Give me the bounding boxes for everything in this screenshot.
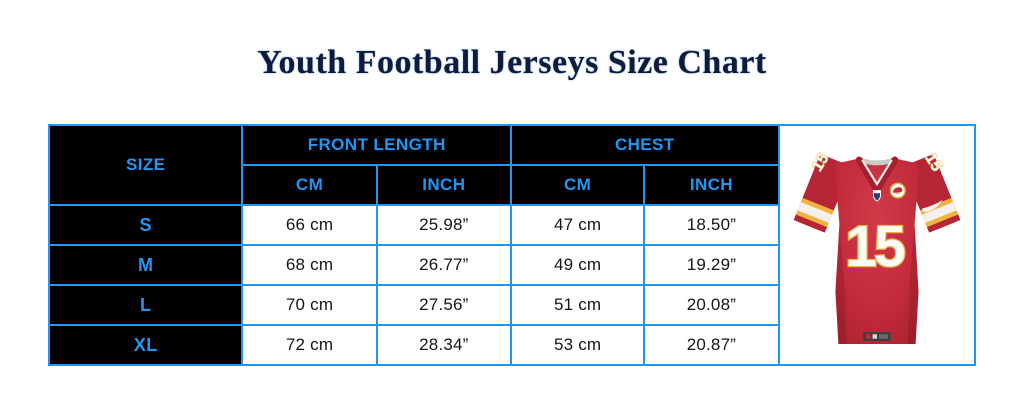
header-chest: CHEST: [509, 124, 780, 166]
size-label: S: [47, 204, 244, 246]
table-row-m: M 68 cm 26.77” 49 cm 19.29”: [47, 244, 975, 286]
front-length-cm-value: 66 cm: [241, 204, 378, 246]
header-front-length: FRONT LENGTH: [241, 124, 512, 166]
chest-cm-value: 49 cm: [509, 244, 646, 286]
chest-inch-value: 18.50”: [643, 204, 780, 246]
front-length-cm-value: 70 cm: [241, 284, 378, 326]
jersey-illustration: 15 15 15: [793, 149, 961, 344]
chest-cm-value: 51 cm: [509, 284, 646, 326]
size-label: M: [47, 244, 244, 286]
front-length-inch-value: 28.34”: [375, 324, 512, 366]
jersey-product-image: 15 15 15: [777, 124, 977, 366]
jersey-v-neck: [855, 155, 899, 196]
header-row-units: CM INCH CM INCH: [49, 164, 975, 206]
table-row-xl: XL 72 cm 28.34” 53 cm 20.87”: [47, 324, 975, 366]
header-chest-cm: CM: [509, 164, 646, 206]
team-patch-icon: [889, 182, 906, 199]
chest-cm-value: 53 cm: [509, 324, 646, 366]
jersey-chest-number: 15: [845, 214, 905, 278]
table-row-l: L 70 cm 27.56” 51 cm 20.08”: [47, 284, 975, 326]
front-length-cm-value: 68 cm: [241, 244, 378, 286]
size-label: L: [47, 284, 244, 326]
front-length-cm-value: 72 cm: [241, 324, 378, 366]
header-size: SIZE: [47, 124, 244, 206]
front-length-inch-value: 25.98”: [375, 204, 512, 246]
header-row-groups: SIZE FRONT LENGTH CHEST: [47, 124, 977, 366]
nike-swoosh-icon: [921, 199, 943, 212]
chest-inch-value: 19.29”: [643, 244, 780, 286]
jersey-jock-tag: [862, 331, 891, 341]
header-front-cm: CM: [241, 164, 378, 206]
header-front-inch: INCH: [375, 164, 512, 206]
chest-cm-value: 47 cm: [509, 204, 646, 246]
page-title: Youth Football Jerseys Size Chart: [257, 44, 767, 81]
jersey-back-collar: [858, 156, 895, 165]
jersey-body: [834, 158, 920, 344]
chest-inch-value: 20.87”: [643, 324, 780, 366]
size-label: XL: [47, 324, 244, 366]
chest-inch-value: 20.08”: [643, 284, 780, 326]
front-length-inch-value: 27.56”: [375, 284, 512, 326]
header-chest-inch: INCH: [643, 164, 780, 206]
size-chart-table: SIZE FRONT LENGTH CHEST: [47, 124, 977, 366]
nfl-shield-icon: [872, 189, 881, 202]
front-length-inch-value: 26.77”: [375, 244, 512, 286]
table-row-s: S 66 cm 25.98” 47 cm 18.50”: [47, 204, 975, 246]
